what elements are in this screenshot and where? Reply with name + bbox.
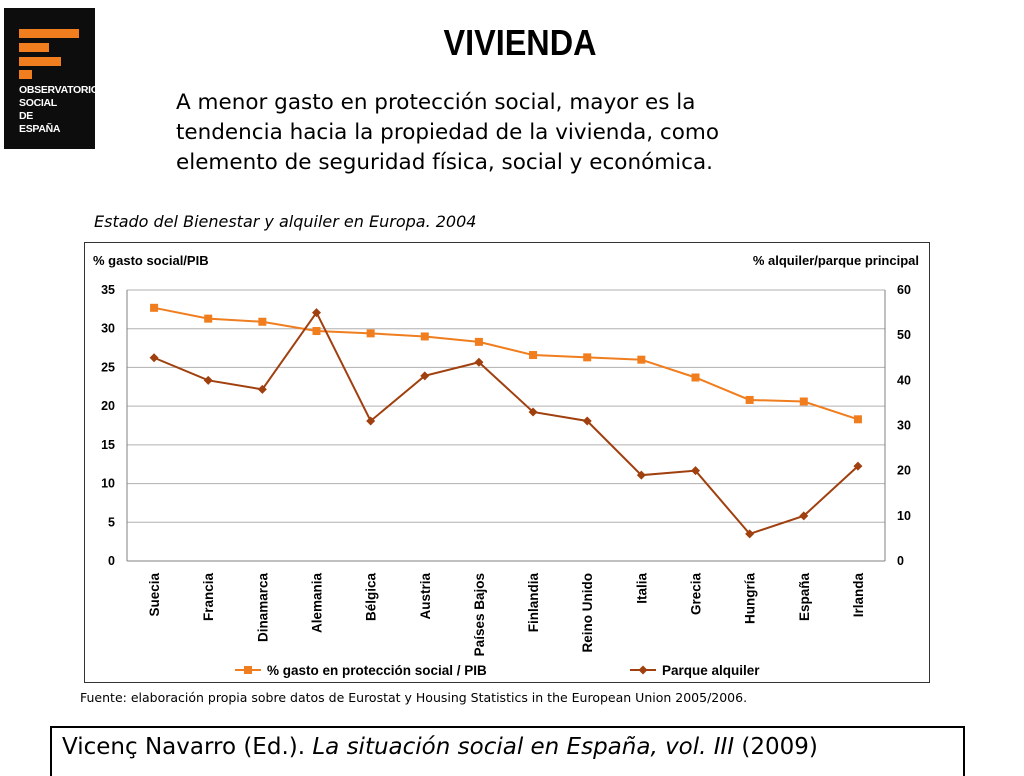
y-tick-label-right: 0	[897, 554, 904, 568]
data-point	[420, 332, 429, 341]
logo-bar	[19, 29, 79, 38]
data-point	[150, 303, 159, 312]
data-point	[149, 353, 159, 363]
data-point	[529, 351, 538, 360]
legend-marker	[244, 666, 252, 674]
data-point	[366, 416, 376, 426]
y-tick-label-right: 60	[897, 283, 911, 297]
x-tick-label: Suecia	[147, 573, 162, 617]
citation-work: La situación social en España, vol. III	[312, 734, 735, 760]
x-tick-label: Grecia	[689, 573, 704, 616]
subtitle-line: elemento de seguridad física, social y e…	[176, 150, 713, 175]
subtitle-line: A menor gasto en protección social, mayo…	[176, 90, 696, 115]
y-tick-label-left: 5	[108, 515, 115, 529]
data-point	[528, 407, 538, 417]
data-point	[474, 357, 484, 367]
y-tick-label-left: 35	[101, 283, 115, 297]
legend-label: % gasto en protección social / PIB	[267, 663, 487, 678]
page-title: VIVIENDA	[443, 22, 597, 63]
x-tick-label: Alemania	[310, 573, 325, 634]
data-point	[366, 329, 375, 338]
data-point	[257, 384, 267, 394]
citation-box: Vicenç Navarro (Ed.). La situación socia…	[50, 726, 965, 776]
source-note: Fuente: elaboración propia sobre datos d…	[80, 690, 748, 705]
x-tick-label: Dinamarca	[255, 573, 270, 643]
citation-year: (2009)	[734, 734, 818, 760]
y-tick-label-right: 30	[897, 419, 911, 433]
data-point	[636, 470, 646, 480]
x-tick-label: Finlandia	[526, 573, 541, 633]
x-tick-label: Italia	[634, 573, 649, 604]
data-point	[258, 317, 267, 326]
x-tick-label: Bélgica	[364, 573, 379, 622]
legend-label: Parque alquiler	[662, 663, 760, 678]
x-tick-label: Hungría	[743, 573, 758, 624]
y-tick-label-right: 50	[897, 328, 911, 342]
line-chart: % gasto social/PIB % alquiler/parque pri…	[93, 253, 919, 678]
y-axis-label-left: % gasto social/PIB	[93, 253, 209, 268]
data-point	[312, 327, 321, 336]
logo-line: OBSERVATORIO	[19, 84, 99, 96]
data-point	[583, 353, 592, 362]
x-tick-label: España	[797, 573, 812, 622]
data-point	[799, 397, 808, 406]
subtitle-line: tendencia hacia la propiedad de la vivie…	[176, 120, 720, 145]
data-point	[474, 337, 483, 346]
data-point	[745, 395, 754, 404]
data-point	[637, 355, 646, 364]
grid-layer	[127, 289, 885, 562]
y-tick-label-left: 25	[101, 360, 115, 374]
series-layer	[149, 303, 863, 539]
y-tick-label-left: 15	[101, 438, 115, 452]
data-point	[745, 529, 755, 539]
series-line	[153, 306, 859, 421]
chart-frame: % gasto social/PIB % alquiler/parque pri…	[84, 242, 930, 683]
axis-layer	[126, 290, 886, 562]
observatorio-logo: OBSERVATORIO SOCIAL DE ESPAÑA	[4, 8, 99, 149]
series-line	[153, 310, 859, 536]
subtitle: A menor gasto en protección social, mayo…	[176, 88, 856, 178]
x-tick-label: Países Bajos	[472, 573, 487, 656]
x-tick-label: Francia	[201, 573, 216, 622]
chart-title: Estado del Bienestar y alquiler en Europ…	[94, 212, 477, 231]
y-tick-label-right: 10	[897, 509, 911, 523]
data-point	[312, 308, 321, 318]
data-point	[420, 371, 430, 381]
logo-text: OBSERVATORIO SOCIAL DE ESPAÑA	[19, 84, 99, 136]
y-tick-label-left: 10	[101, 477, 115, 491]
logo-line: DE	[19, 110, 33, 122]
y-tick-label-left: 30	[101, 322, 115, 336]
data-point	[691, 373, 700, 382]
logo-bar	[19, 43, 49, 52]
citation-author: Vicenç Navarro (Ed.).	[62, 734, 313, 760]
x-tick-label: Reino Unido	[580, 573, 595, 653]
logo-line: SOCIAL	[19, 97, 57, 109]
y-axis-label-right: % alquiler/parque principal	[753, 253, 919, 268]
data-point	[799, 511, 809, 521]
y-tick-label-right: 20	[897, 464, 911, 478]
data-point	[203, 375, 213, 385]
data-point	[853, 415, 862, 424]
legend-marker	[638, 665, 648, 675]
y-tick-label-right: 40	[897, 373, 911, 387]
legend: % gasto en protección social / PIB Parque…	[235, 663, 760, 678]
y-tick-label-left: 20	[101, 399, 115, 413]
data-point	[582, 416, 592, 426]
logo-line: ESPAÑA	[19, 123, 61, 135]
label-layer: 0 5 10 15 20 25 30 35 0 10 20 30 40 50 60 Suecia Francia…	[101, 283, 911, 656]
data-point	[204, 314, 213, 323]
logo-bar	[19, 57, 61, 66]
y-tick-label-left: 0	[108, 554, 115, 568]
x-tick-label: Irlanda	[851, 573, 866, 618]
x-tick-label: Austria	[418, 573, 433, 620]
data-point	[691, 466, 700, 476]
data-point	[853, 461, 863, 471]
logo-bar	[19, 70, 32, 79]
